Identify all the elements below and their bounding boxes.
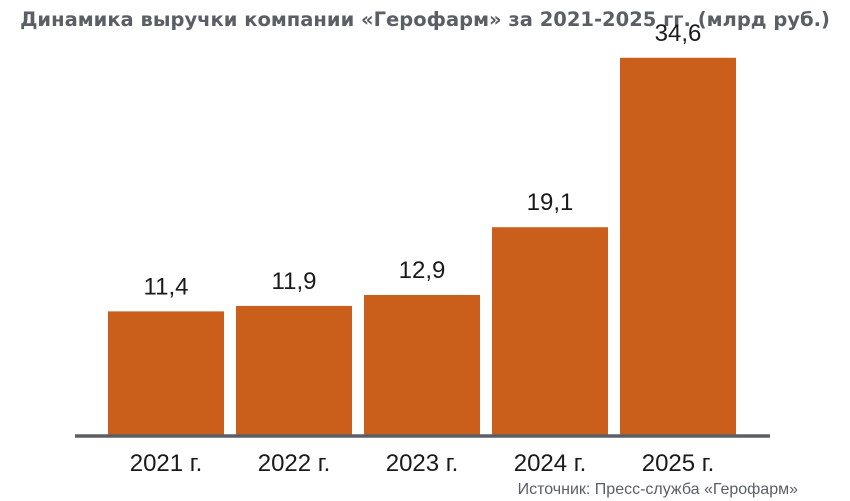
data-label-3: 19,1 [527,189,574,216]
x-tick-label-2: 2023 г. [386,450,459,477]
data-label-1: 11,9 [272,268,317,295]
bar-3 [492,227,608,436]
bar-2 [364,294,480,436]
data-label-2: 12,9 [399,257,446,284]
x-tick-label-4: 2025 г. [642,450,715,477]
bar-4 [620,57,736,436]
x-tick-label-3: 2024 г. [514,450,587,477]
x-tick-label-0: 2021 г. [130,450,203,477]
chart-title: Динамика выручки компании «Герофарм» за … [20,8,830,31]
data-label-4: 34,6 [655,20,702,47]
labels-layer: 11,4 2021 г. 11,9 2022 г. 12,9 2023 г. 19,1 202… [130,20,715,477]
source-note: Источник: Пресс-служба «Герофарм» [517,481,798,498]
data-label-0: 11,4 [144,273,189,300]
bar-0 [108,311,224,436]
x-tick-label-1: 2022 г. [258,450,331,477]
bar-1 [236,305,352,436]
bars-layer [108,57,736,436]
